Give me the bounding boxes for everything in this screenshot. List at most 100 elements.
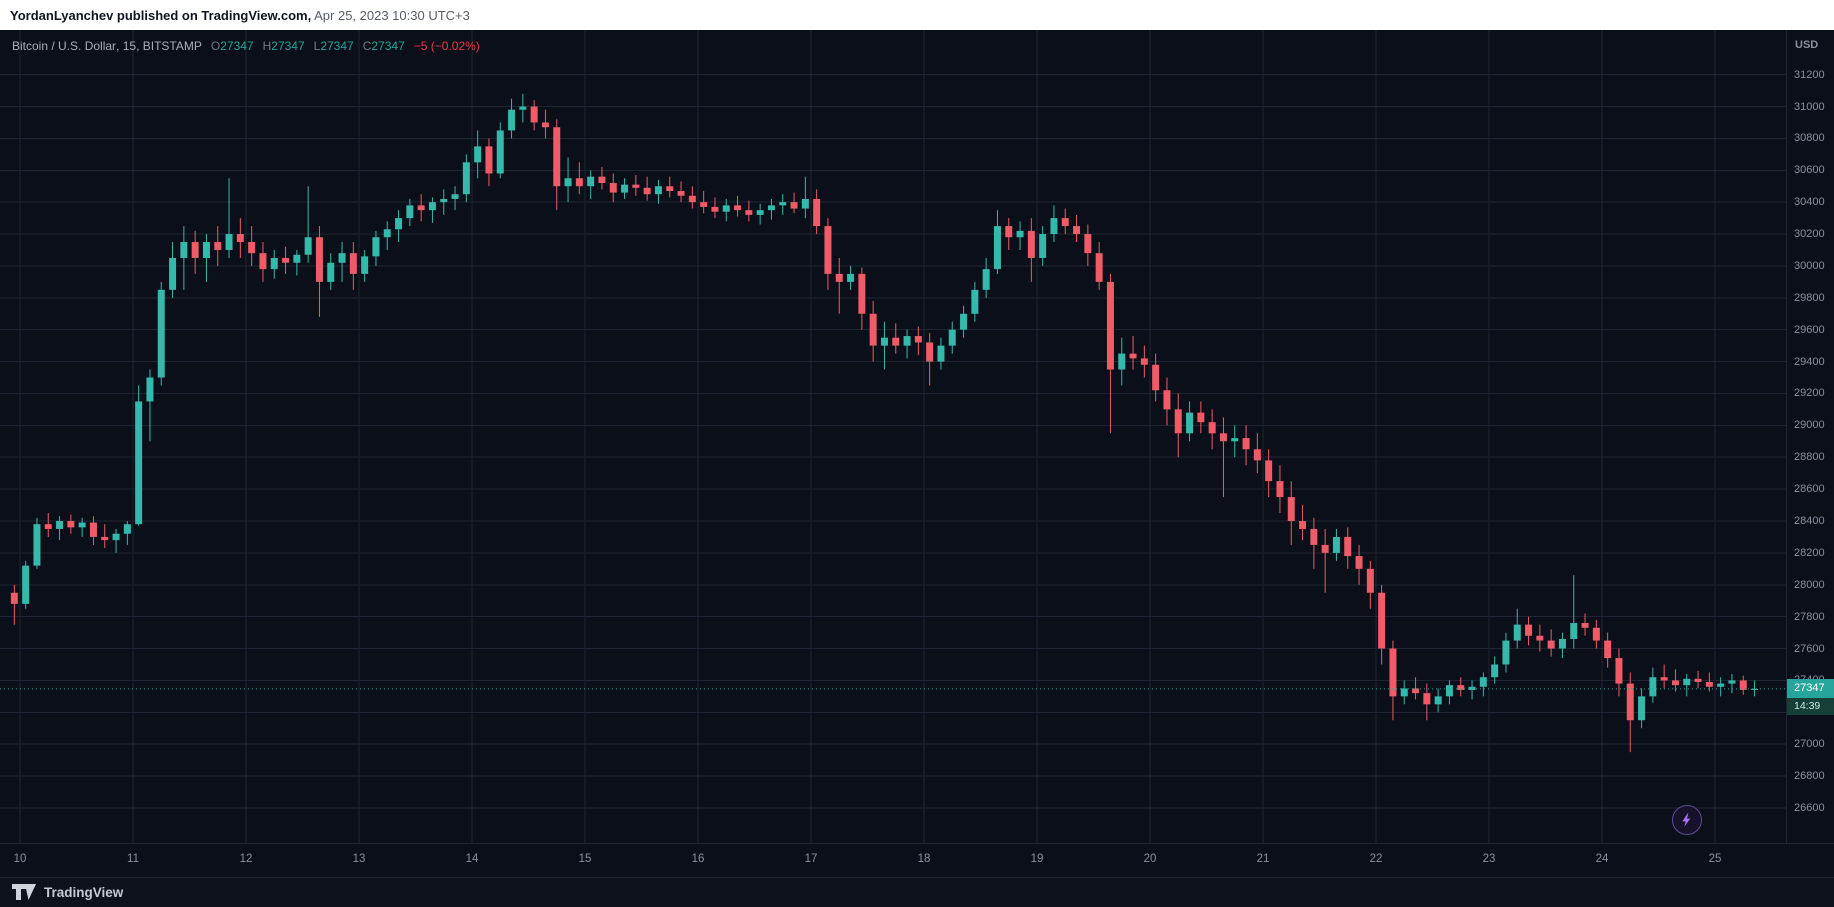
candle-body — [745, 210, 753, 215]
candle-body — [643, 187, 651, 195]
candle-body — [1445, 685, 1453, 697]
candle-body — [960, 313, 968, 330]
candle-body — [135, 401, 143, 525]
candle-body — [78, 522, 86, 528]
time-axis-label: 16 — [691, 853, 705, 865]
price-axis[interactable]: USD 27347 14:39 31200 31000 30800 30600 3040… — [1786, 30, 1834, 843]
candle-body — [835, 273, 843, 282]
candle-body — [541, 122, 549, 128]
candle-body — [10, 592, 18, 604]
candle-body — [1412, 688, 1420, 694]
candle-body — [1728, 680, 1736, 684]
tradingview-logo-icon[interactable] — [12, 884, 36, 901]
candle-body — [1558, 638, 1566, 649]
time-axis[interactable]: 10 11 12 13 14 15 16 17 18 19 20 21 22 23 24 25 — [0, 843, 1834, 877]
candle-body — [496, 130, 504, 174]
candle-body — [248, 242, 256, 254]
currency-label[interactable]: USD — [1795, 39, 1819, 51]
candle-body — [1174, 409, 1182, 434]
candle-body — [734, 205, 742, 211]
price-axis-label: 30000 — [1794, 259, 1825, 272]
price-axis-label: 27600 — [1794, 642, 1825, 655]
candle-body — [824, 226, 832, 274]
candle-body — [1592, 627, 1600, 641]
candle-body — [1717, 683, 1725, 687]
price-axis-label: 29000 — [1794, 419, 1825, 432]
candle-body — [1106, 281, 1114, 370]
price-axis-label: 28400 — [1794, 514, 1825, 527]
candle-body — [1525, 624, 1533, 636]
candle-body — [1242, 438, 1250, 450]
candle-body — [1050, 218, 1058, 235]
lightning-boost-button[interactable] — [1672, 805, 1702, 835]
price-axis-label: 29600 — [1794, 323, 1825, 336]
candle-body — [372, 237, 380, 257]
time-axis-label: 17 — [804, 853, 818, 865]
candle-body — [474, 146, 482, 163]
candle-body — [530, 106, 538, 123]
time-axis-label: 19 — [1030, 853, 1044, 865]
candle-body — [711, 206, 719, 212]
candle-body — [1739, 680, 1747, 690]
candle-body — [112, 533, 120, 541]
candlestick-plot[interactable] — [0, 30, 1786, 843]
current-price-value: 27347 — [1794, 681, 1825, 694]
candle-body — [654, 186, 662, 195]
candle-body — [1355, 556, 1363, 569]
candle-body — [632, 184, 640, 188]
candle-body — [1332, 536, 1340, 553]
candle-body — [982, 269, 990, 290]
price-axis-label: 29800 — [1794, 291, 1825, 304]
candle-body — [428, 202, 436, 211]
candle-body — [688, 195, 696, 203]
candle-body — [1491, 664, 1499, 678]
candle-body — [677, 191, 685, 196]
candle-body — [1344, 536, 1352, 557]
candle-body — [519, 106, 527, 110]
candle-body — [169, 257, 177, 290]
candle-body — [587, 176, 595, 187]
exchange-label: BITSTAMP — [142, 39, 202, 53]
candle-body — [1253, 449, 1261, 461]
candle-body — [767, 205, 775, 211]
price-axis-label: 29400 — [1794, 355, 1825, 368]
candle-body — [553, 127, 561, 187]
candle-body — [361, 256, 369, 274]
price-axis-label: 31000 — [1794, 100, 1825, 113]
candle-body — [1016, 230, 1024, 238]
attribution-text: published on TradingView.com, — [113, 7, 312, 23]
close-value: 27347 — [371, 39, 405, 53]
candle-body — [948, 329, 956, 346]
candle-body — [1095, 253, 1103, 282]
candle-body — [1604, 640, 1612, 659]
candle-body — [1163, 390, 1171, 410]
candle-body — [1027, 230, 1035, 258]
candle-body — [440, 198, 448, 203]
tradingview-wordmark[interactable]: TradingView — [44, 885, 124, 900]
footer-bar: TradingView — [0, 877, 1834, 907]
candle-body — [1479, 677, 1487, 687]
candle-body — [903, 336, 911, 346]
candle-body — [892, 337, 900, 346]
candle-body — [722, 205, 730, 212]
high-value: 27347 — [271, 39, 305, 53]
candle-body — [293, 254, 301, 263]
time-axis-label: 14 — [465, 853, 479, 865]
symbol-name[interactable]: Bitcoin / U.S. Dollar — [12, 39, 117, 53]
price-axis-label: 28000 — [1794, 578, 1825, 591]
candle-body — [214, 242, 222, 250]
candle-body — [1671, 680, 1679, 686]
candle-body — [180, 242, 188, 258]
close-label: C — [362, 39, 372, 53]
time-axis-label: 15 — [578, 853, 592, 865]
symbol-legend: Bitcoin / U.S. Dollar, 15, BITSTAMP O 273… — [12, 39, 480, 53]
bar-close-countdown: 14:39 — [1787, 697, 1834, 715]
candle-body — [564, 178, 572, 187]
candle-body — [1434, 696, 1442, 705]
price-axis-label: 30200 — [1794, 228, 1825, 241]
interval-label[interactable]: 15 — [122, 39, 137, 53]
attribution-author: YordanLyanchev — [10, 7, 114, 23]
price-axis-label: 28800 — [1794, 451, 1825, 464]
candle-body — [383, 229, 391, 238]
price-axis-label: 30400 — [1794, 196, 1825, 209]
